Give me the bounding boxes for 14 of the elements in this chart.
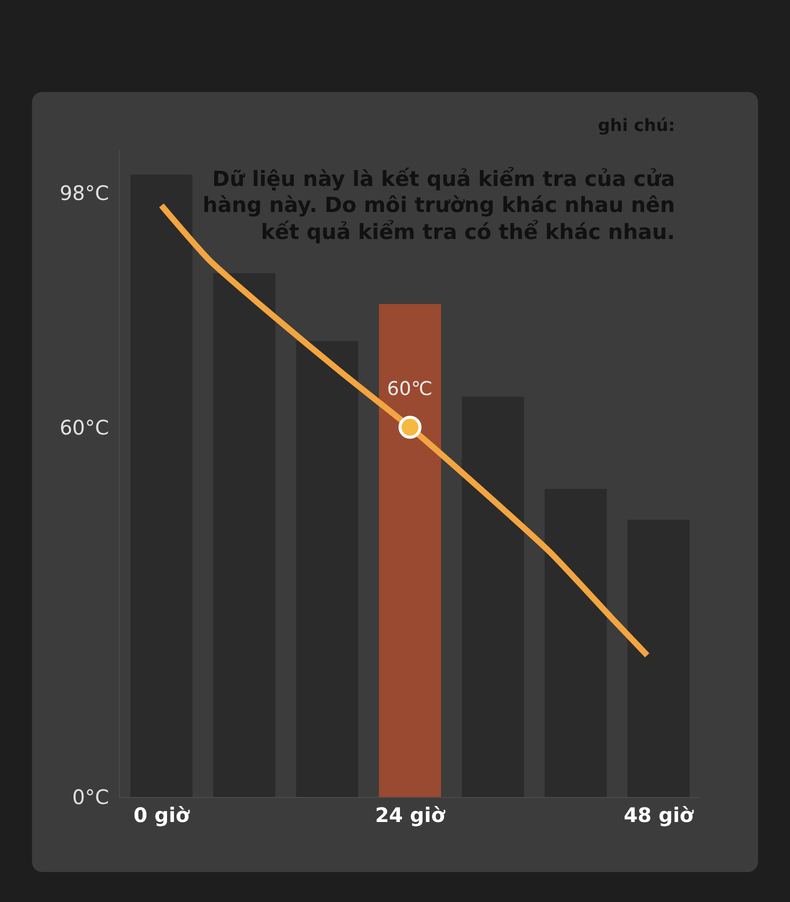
bar [130,174,192,797]
y-tick-label: 98°C [60,181,109,206]
bar [544,488,607,797]
bar [462,396,524,797]
annotation: 60℃ [387,378,433,400]
y-tick-label: 0°C [72,785,109,809]
bar [628,520,690,797]
bar [213,273,276,797]
y-tick-label: 60°C [60,415,109,440]
x-tick-label: 0 giờ [134,803,191,827]
bar [378,304,442,797]
bar [296,341,358,797]
x-tick-label: 24 giờ [375,803,446,827]
x-tick-label: 48 giờ [624,803,695,827]
